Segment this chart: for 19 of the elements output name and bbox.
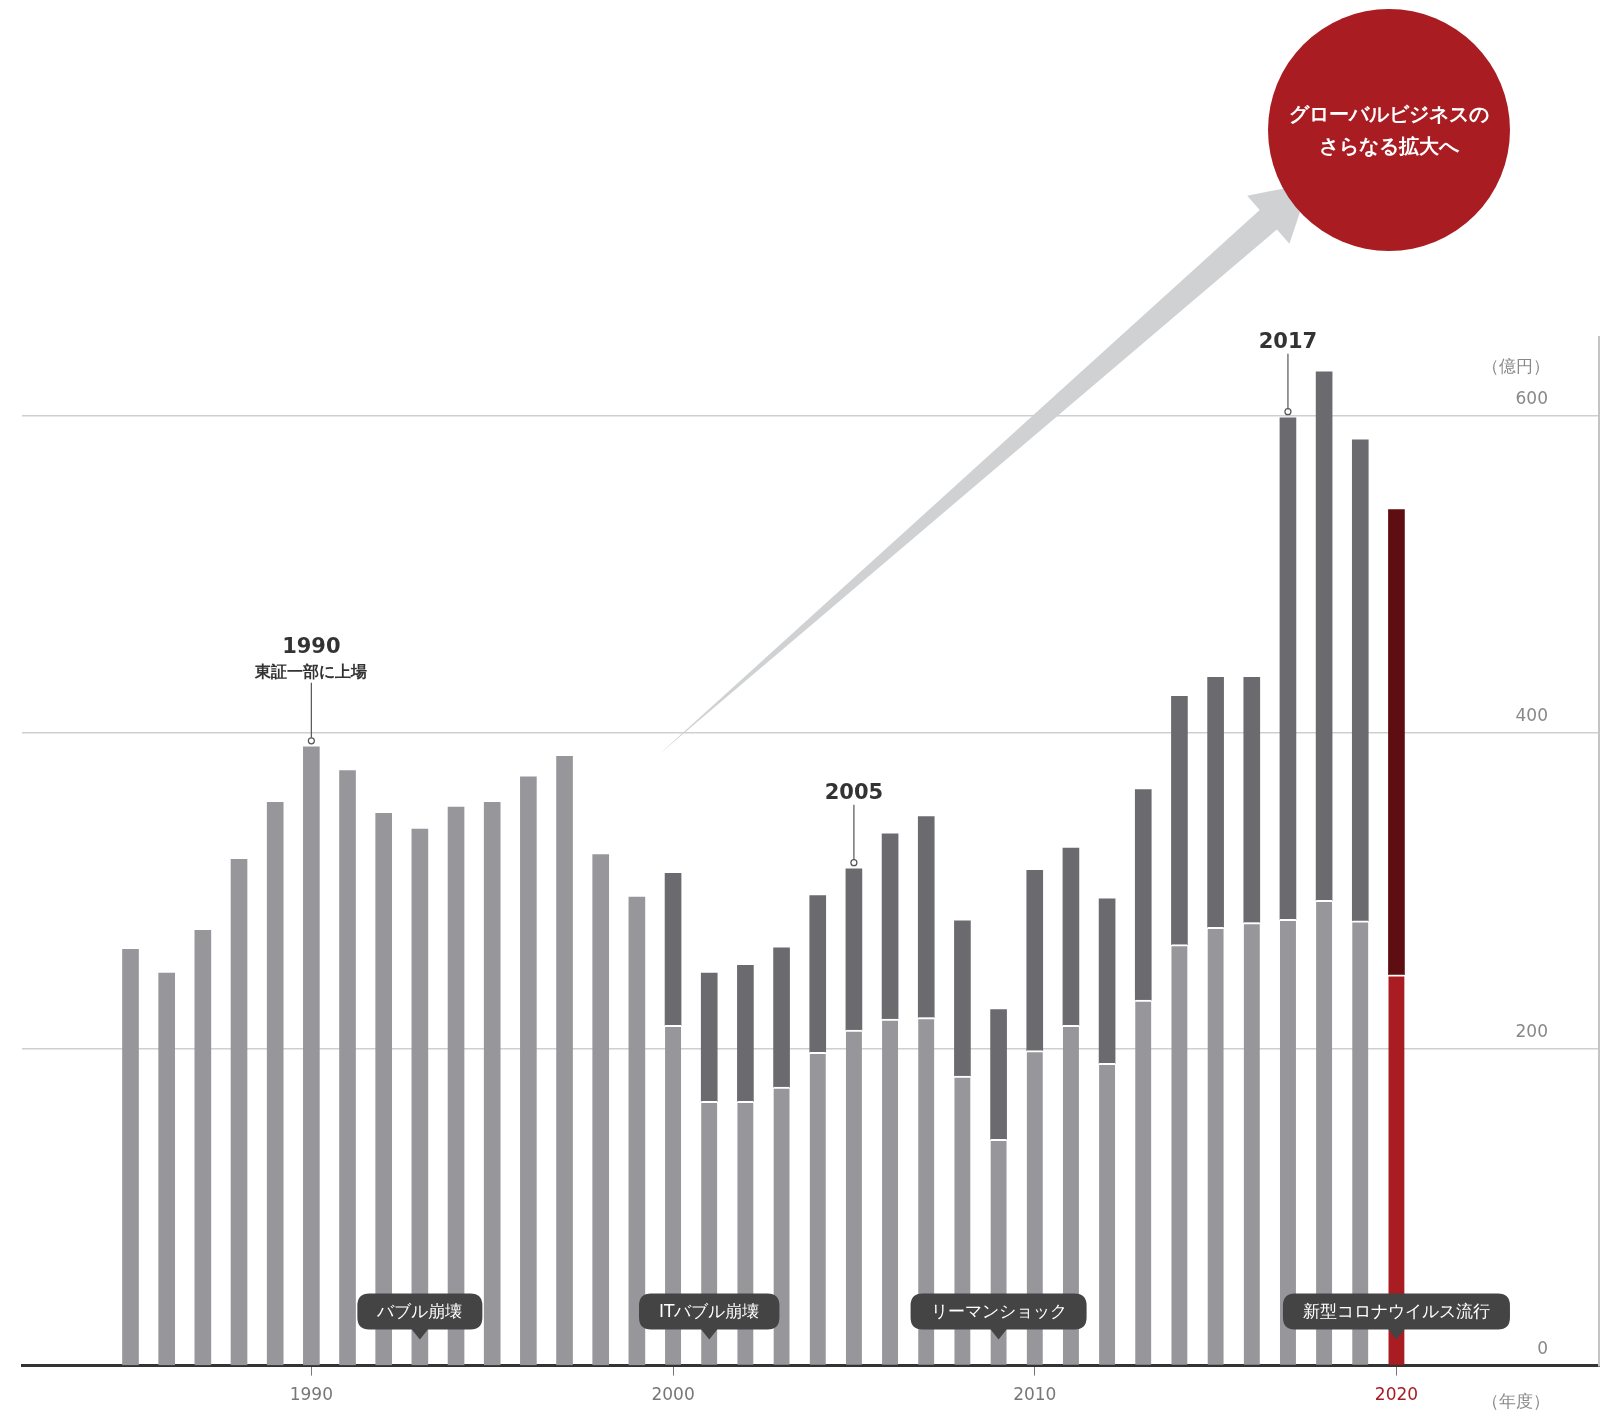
annotation: 2017	[1258, 328, 1318, 353]
y-tick-label: 600	[1515, 388, 1548, 409]
x-axis-title: （年度）	[1482, 1391, 1550, 1412]
y-tick-label: 0	[1537, 1337, 1548, 1358]
annotation: ITバブル崩壊	[659, 1301, 760, 1322]
y-tick-label: 200	[1515, 1021, 1548, 1042]
annotation: 東証一部に上場	[254, 661, 368, 681]
y-axis-title: （億円）	[1482, 356, 1550, 377]
x-tick-label: 1990	[289, 1384, 333, 1405]
annotation: リーマンショック	[930, 1301, 1067, 1322]
y-tick-label: 400	[1515, 704, 1548, 725]
annotation: 新型コロナウイルス流行	[1302, 1301, 1490, 1322]
annotation: 2005	[824, 779, 884, 804]
circle-badge: グローバルビジネスのさらなる拡大へ	[1268, 8, 1511, 251]
x-tick-label: 2020	[1374, 1384, 1419, 1405]
annotation: バブル崩壊	[376, 1301, 463, 1322]
annotation: 1990	[282, 633, 341, 658]
x-tick-label: 2000	[651, 1384, 695, 1405]
x-tick-label: 2010	[1013, 1384, 1057, 1405]
